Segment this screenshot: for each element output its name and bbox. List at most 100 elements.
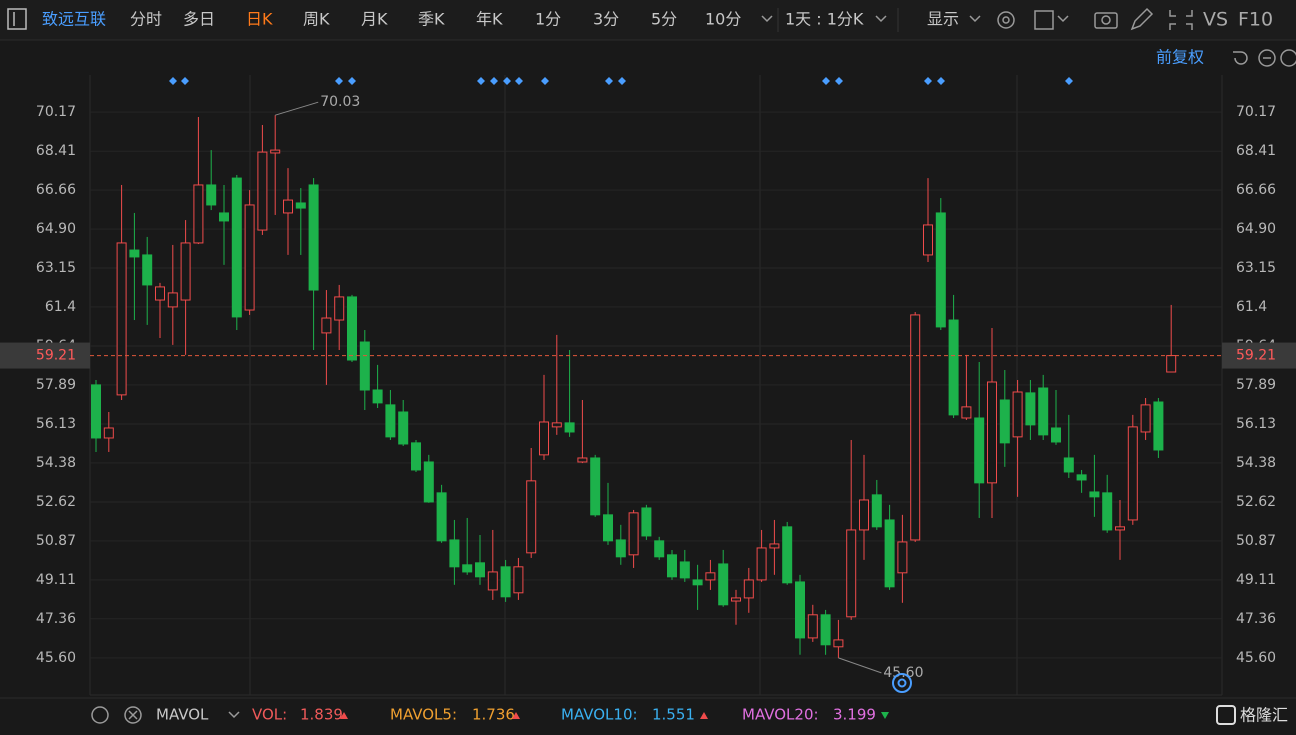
settings-icon[interactable] [997,11,1015,29]
period-tab[interactable]: 10分 [705,10,741,29]
period-tab[interactable]: 季K [418,10,445,29]
period-tab[interactable]: 分时 [130,10,162,29]
layout-icon[interactable] [1034,10,1054,30]
zoom-out[interactable] [1258,49,1276,67]
candle-body [1089,491,1100,498]
candle-body [1153,401,1164,451]
trend-arrow [881,712,889,719]
period-tab[interactable]: 多日 [183,10,215,29]
candle-body [1102,492,1113,531]
stock-name[interactable]: 致远互联 [42,10,106,29]
candle-body [398,411,409,445]
candle-body [859,499,869,531]
reset-icon[interactable] [1233,51,1248,65]
y-tick-label-right: 54.38 [1236,455,1276,471]
candle-body [462,564,473,573]
indicator-value: 1.551 [652,706,695,724]
annotation-label: 70.03 [320,94,360,110]
adjust-mode[interactable]: 前复权 [1156,48,1204,67]
period-select[interactable]: 1天 : 1分K [785,10,864,29]
candle-body [564,422,575,433]
event-marker[interactable] [169,77,1073,85]
indicator-value: 3.199 [833,706,876,724]
y-tick-label: 61.4 [45,299,76,315]
more-chevron[interactable] [761,15,773,23]
y-tick-label-right: 70.17 [1236,104,1276,120]
last-price-label-right: 59.21 [1236,348,1276,364]
candle-body [1063,457,1074,473]
camera-icon[interactable] [1094,12,1118,29]
last-price-box-right [1222,342,1296,369]
period-chevron[interactable] [875,15,887,23]
candle-body [321,317,332,334]
candle-body [641,507,652,537]
candle-body [961,406,972,419]
period-tab[interactable]: 5分 [651,10,677,29]
draw-icon[interactable] [1130,7,1154,31]
period-tab[interactable]: 周K [303,10,330,29]
candle-body [615,539,626,558]
y-tick-label-right: 63.15 [1236,260,1276,276]
period-tab[interactable]: 月K [361,10,388,29]
period-tab[interactable]: 年K [476,10,503,29]
candle-body [334,296,345,321]
candle-body [436,492,447,542]
candle-body [411,442,421,471]
candle-body [1140,404,1151,433]
logo: 格隆汇 [1240,706,1288,725]
candle-body [603,514,613,542]
candle-body [231,177,242,318]
y-tick-label-right: 66.66 [1236,182,1276,198]
candle-body [449,539,460,568]
period-tab[interactable]: 1分 [535,10,561,29]
candle-body [846,529,857,618]
candle-body [910,314,921,541]
candle-body [295,202,306,209]
indicator-close[interactable] [124,706,142,724]
event-markers [169,77,1073,85]
y-tick-label-right: 50.87 [1236,533,1276,549]
indicator-settings[interactable] [91,706,109,724]
candle-body [372,389,383,404]
candle-body [1166,355,1177,373]
layout-chevron[interactable] [1057,15,1069,23]
candle-body [219,212,229,222]
candle-body [935,212,946,328]
zoom-in[interactable] [1280,49,1296,67]
candle-body [1076,474,1087,481]
camera-lens [1101,15,1111,25]
locate-icon[interactable] [892,673,912,693]
candle-body [628,512,639,556]
candle-body [897,541,908,574]
indicator-label: MAVOL5: [390,706,457,724]
candle-body [283,199,293,214]
candle-body [871,494,882,528]
sidebar-toggle[interactable] [7,8,27,30]
candle-body [423,461,434,503]
fullscreen-icon[interactable] [1169,10,1193,30]
candle-body [884,519,895,588]
display-chevron[interactable] [969,15,981,23]
trend-arrow [700,712,708,719]
indicator-label: MAVOL10: [561,706,638,724]
y-tick-label-right: 45.60 [1236,650,1276,666]
indicator-name[interactable]: MAVOL [156,706,209,724]
y-tick-label: 63.15 [36,260,76,276]
indicator-chevron[interactable] [228,711,240,719]
y-tick-label-right: 49.11 [1236,572,1276,588]
f10-button[interactable]: F10 [1238,9,1273,31]
y-tick-label-right: 61.4 [1236,299,1267,315]
candle-body [1051,427,1061,443]
candle-body [1127,426,1138,521]
period-tab[interactable]: 3分 [593,10,619,29]
vs-button[interactable]: VS [1203,9,1228,31]
display-menu[interactable]: 显示 [927,10,959,29]
y-tick-label: 52.62 [36,494,76,510]
candle-body [769,543,780,549]
period-tab[interactable]: 日K [246,10,273,29]
y-tick-label-right: 56.13 [1236,416,1276,432]
candle-body [359,341,370,391]
y-tick-label: 54.38 [36,455,76,471]
candle-body [91,384,101,439]
